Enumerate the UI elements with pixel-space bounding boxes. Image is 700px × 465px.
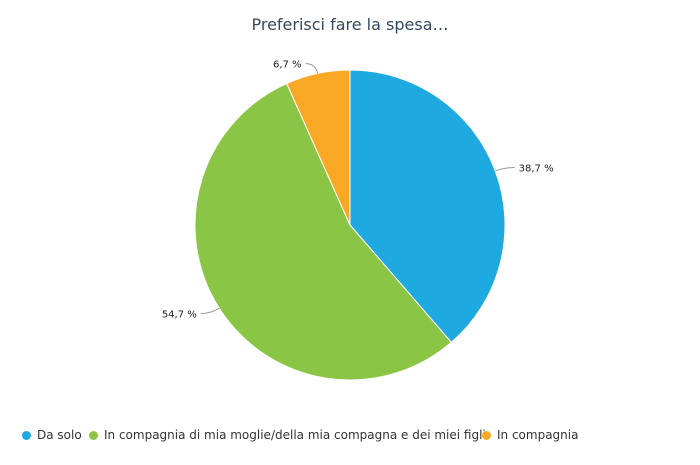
legend-label: In compagnia di mia moglie/della mia com… — [104, 428, 486, 442]
pie-slice-0[interactable] — [349, 69, 506, 344]
data-label-0: 38,7 % — [519, 163, 554, 174]
legend: Da solo In compagnia di mia moglie/della… — [0, 428, 700, 448]
data-label-1: 54,7 % — [162, 310, 197, 321]
legend-marker-icon — [482, 430, 491, 440]
pie-slice-2[interactable] — [286, 69, 351, 226]
legend-item-da-solo[interactable]: Da solo — [22, 428, 82, 442]
label-connector-1 — [200, 307, 220, 315]
legend-marker-icon — [22, 430, 31, 440]
legend-label: In compagnia — [497, 428, 579, 442]
data-label-2: 6,7 % — [273, 60, 302, 71]
legend-label: Da solo — [37, 428, 82, 442]
label-connector-2 — [305, 63, 319, 74]
legend-item-in-compagnia-famiglia[interactable]: In compagnia di mia moglie/della mia com… — [89, 428, 486, 442]
legend-marker-icon — [89, 430, 98, 440]
chart-title: Preferisci fare la spesa… — [251, 15, 449, 34]
label-connector-0 — [495, 166, 515, 172]
legend-item-in-compagnia[interactable]: In compagnia — [482, 428, 578, 442]
